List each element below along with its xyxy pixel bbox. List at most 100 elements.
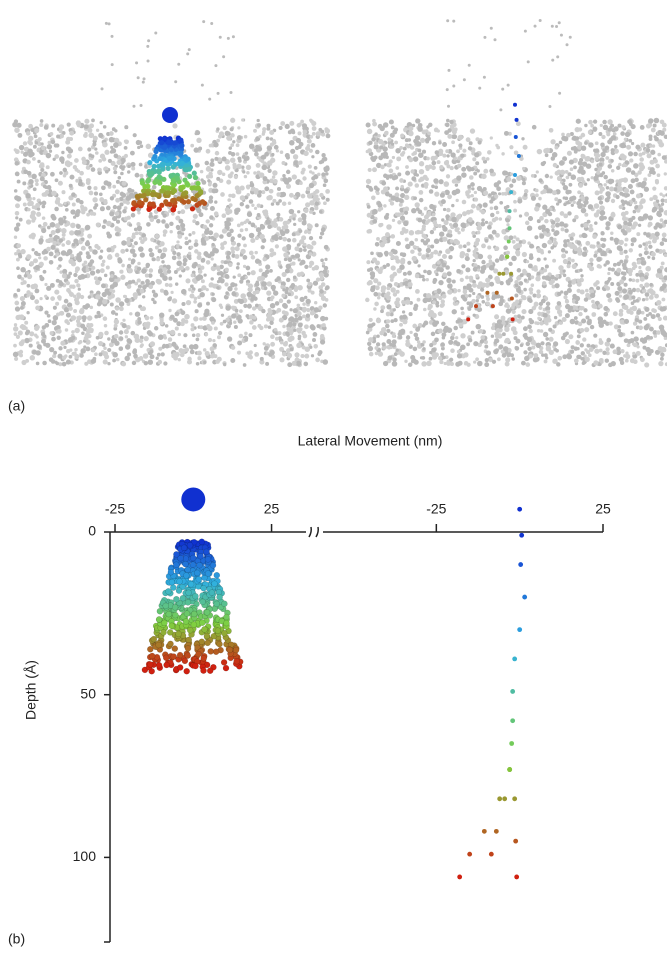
atom <box>404 195 409 200</box>
atom <box>278 331 282 335</box>
atom <box>514 293 518 297</box>
cluster-atom <box>187 174 192 179</box>
atom <box>254 207 257 210</box>
atom <box>655 248 659 252</box>
atom <box>265 219 271 225</box>
atom <box>132 350 137 355</box>
atom <box>557 356 562 361</box>
atom <box>44 283 47 286</box>
atom <box>306 314 310 318</box>
atom <box>278 236 282 240</box>
atom <box>598 132 602 136</box>
atom <box>544 359 548 363</box>
atom <box>375 352 379 356</box>
atom <box>565 313 570 318</box>
atom <box>387 137 391 141</box>
atom <box>569 160 574 165</box>
atom <box>635 279 639 283</box>
atom <box>303 248 307 252</box>
atom <box>446 154 449 157</box>
atom <box>606 293 611 298</box>
atom <box>69 137 73 141</box>
atom <box>399 178 404 183</box>
atom <box>626 201 630 205</box>
atom <box>191 323 195 327</box>
atom <box>624 283 628 287</box>
atom <box>583 354 586 357</box>
atom <box>53 351 57 355</box>
atom <box>301 168 305 172</box>
atom <box>69 355 73 359</box>
atom <box>279 229 283 233</box>
atom <box>461 167 466 172</box>
atom <box>188 239 191 242</box>
atom <box>546 302 551 307</box>
atom <box>563 274 566 277</box>
atom <box>79 200 84 205</box>
atom <box>243 221 246 224</box>
atom <box>557 292 561 296</box>
atom <box>441 199 446 204</box>
atom <box>417 248 421 252</box>
atom <box>593 149 597 153</box>
atom <box>153 215 157 219</box>
atom <box>563 185 568 190</box>
atom <box>105 170 109 174</box>
atom <box>112 216 117 221</box>
atom <box>69 230 74 235</box>
atom <box>43 270 47 274</box>
atom <box>658 212 661 215</box>
atom <box>326 134 331 139</box>
atom <box>312 338 316 342</box>
atom <box>203 225 208 230</box>
atom <box>323 166 328 171</box>
atom <box>292 238 297 243</box>
atom <box>19 145 24 150</box>
atom <box>216 139 220 143</box>
atom <box>49 252 54 257</box>
atom <box>574 358 579 363</box>
atom <box>599 200 603 204</box>
atom <box>116 180 120 184</box>
atom <box>617 124 621 128</box>
atom <box>475 161 479 165</box>
atom <box>577 240 582 245</box>
atom <box>456 227 459 230</box>
atom <box>273 179 278 184</box>
atom <box>582 251 588 257</box>
atom <box>183 258 188 263</box>
atom <box>42 361 47 366</box>
atom <box>302 315 306 319</box>
atom <box>78 181 83 186</box>
atom <box>270 350 275 355</box>
atom <box>456 199 459 202</box>
atom <box>577 334 581 338</box>
atom <box>527 337 533 343</box>
atom <box>112 352 118 358</box>
atom <box>237 234 241 238</box>
atom <box>587 178 590 181</box>
atom <box>303 151 308 156</box>
sputtered-atom <box>551 59 554 62</box>
sputtered-atom <box>105 22 108 25</box>
atom <box>480 335 485 340</box>
atom <box>504 304 508 308</box>
atom <box>168 277 172 281</box>
atom <box>615 291 620 296</box>
atom <box>195 309 199 313</box>
atom <box>642 346 646 350</box>
atom <box>16 258 20 262</box>
atom <box>499 217 503 221</box>
atom <box>203 312 208 317</box>
atom <box>127 339 132 344</box>
atom <box>372 274 375 277</box>
atom <box>214 157 218 161</box>
atom <box>473 259 476 262</box>
atom <box>295 146 299 150</box>
atom <box>430 252 433 255</box>
atom <box>125 344 130 349</box>
atom <box>284 225 289 230</box>
atom <box>65 328 68 331</box>
sputtered-atom <box>534 25 537 28</box>
atom <box>487 255 492 260</box>
